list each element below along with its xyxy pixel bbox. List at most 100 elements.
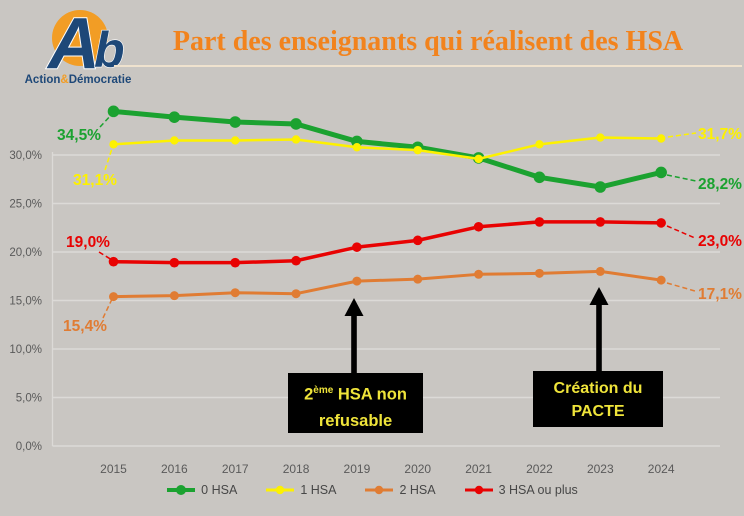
series-point — [109, 292, 118, 302]
series-point — [170, 136, 179, 145]
annotation1-line2: refusable — [318, 411, 393, 430]
y-tick-label: 10,0% — [9, 344, 42, 356]
leader-line — [666, 282, 696, 292]
series-start-label: 31,1% — [73, 172, 117, 189]
series-point — [291, 135, 301, 144]
logo-letter-a: A — [46, 4, 100, 76]
series-point — [473, 221, 484, 232]
series-point — [169, 291, 179, 301]
x-tick-label: 2022 — [526, 462, 553, 476]
annotation2-line2: PACTE — [571, 403, 625, 420]
x-tick-label: 2021 — [465, 462, 492, 476]
x-tick-label: 2019 — [344, 462, 371, 476]
x-tick-label: 2016 — [161, 462, 188, 476]
chart-legend: 0 HSA 1 HSA 2 HSA 3 HSA ou plus — [0, 483, 744, 497]
series-point — [595, 217, 606, 227]
annotation-arrow-head-icon — [589, 287, 609, 305]
annotation1-base: 2 — [304, 385, 314, 404]
series-point — [655, 166, 667, 179]
y-tick-label: 5,0% — [16, 393, 42, 405]
series-start-label: 15,4% — [63, 318, 107, 335]
annotation-arrow-head-icon — [344, 298, 364, 316]
y-tick-label: 15,0% — [9, 296, 42, 308]
series-point — [168, 111, 181, 123]
annotation1-rest: HSA non — [333, 385, 407, 404]
legend-item-label: 3 HSA ou plus — [498, 483, 578, 497]
series-point — [109, 140, 118, 149]
series-end-label: 23,0% — [698, 233, 742, 250]
series-point — [534, 268, 544, 278]
annotation-arrow-shaft — [596, 303, 602, 371]
annotation-arrow-shaft — [351, 314, 357, 373]
y-tick-label: 0,0% — [16, 441, 42, 453]
legend-item-label: 1 HSA — [300, 483, 337, 497]
legend-item-label: 2 HSA — [399, 483, 436, 497]
series-point — [474, 154, 483, 164]
series-end-label: 17,1% — [698, 286, 742, 303]
x-tick-label: 2018 — [283, 462, 310, 476]
series-line-2 HSA — [112, 269, 663, 299]
series-point — [352, 143, 362, 152]
annotation1-sup: ème — [313, 385, 334, 396]
series-point — [656, 134, 666, 143]
legend-item-3 HSA ou plus: 3 HSA ou plus — [464, 483, 578, 497]
legend-marker-icon — [167, 485, 196, 495]
series-start-label: 19,0% — [66, 234, 110, 251]
legend-item-1 HSA: 1 HSA — [265, 483, 336, 497]
series-point — [229, 116, 241, 128]
x-tick-label: 2024 — [648, 462, 675, 476]
brand-democratie: Démocratie — [68, 74, 132, 86]
leader-line — [99, 113, 113, 128]
series-point — [169, 257, 180, 268]
series-point — [596, 133, 605, 142]
series-point — [413, 145, 422, 155]
series-point — [594, 181, 607, 193]
leader-line — [104, 146, 114, 171]
series-line-0 HSA — [111, 108, 664, 190]
series-point — [534, 217, 545, 227]
series-point — [291, 255, 301, 266]
legend-marker-icon — [464, 485, 493, 495]
series-point — [108, 256, 119, 267]
y-tick-label: 20,0% — [9, 247, 42, 259]
leader-line — [666, 225, 696, 239]
series-point — [656, 218, 666, 228]
series-point — [533, 171, 546, 184]
legend-item-2 HSA: 2 HSA — [364, 483, 436, 497]
series-line-1 HSA — [112, 136, 663, 161]
legend-marker-icon — [365, 485, 394, 495]
series-point — [412, 235, 423, 246]
series-point — [656, 275, 666, 285]
series-point — [474, 269, 484, 279]
series-point — [535, 140, 544, 149]
x-tick-label: 2020 — [404, 462, 431, 476]
series-point — [352, 242, 362, 252]
page-title: Part des enseignants qui réalisent des H… — [114, 26, 742, 67]
annotation-hsa-non-refusable: 2ème HSA non refusable — [288, 373, 423, 433]
series-start-label: 34,5% — [57, 127, 101, 144]
series-point — [413, 274, 423, 284]
leader-line — [102, 297, 114, 319]
series-line-3 HSA ou plus — [111, 220, 663, 265]
x-tick-label: 2017 — [222, 462, 249, 476]
x-tick-label: 2015 — [100, 462, 127, 476]
series-point — [352, 276, 362, 286]
legend-marker-icon — [266, 485, 295, 495]
legend-item-label: 0 HSA — [201, 483, 238, 497]
series-end-label: 31,7% — [698, 126, 742, 143]
y-tick-label: 30,0% — [9, 150, 42, 162]
series-point — [595, 266, 605, 276]
y-tick-label: 25,0% — [9, 199, 42, 211]
x-tick-label: 2023 — [587, 462, 614, 476]
series-point — [107, 105, 120, 118]
series-point — [230, 257, 240, 268]
series-point — [290, 118, 302, 130]
series-point — [231, 136, 240, 145]
brand-ampersand: & — [60, 74, 69, 86]
leader-line — [666, 174, 697, 182]
series-end-label: 28,2% — [698, 176, 742, 193]
series-point — [291, 289, 301, 299]
annotation-creation-pacte: Création du PACTE — [533, 371, 663, 427]
